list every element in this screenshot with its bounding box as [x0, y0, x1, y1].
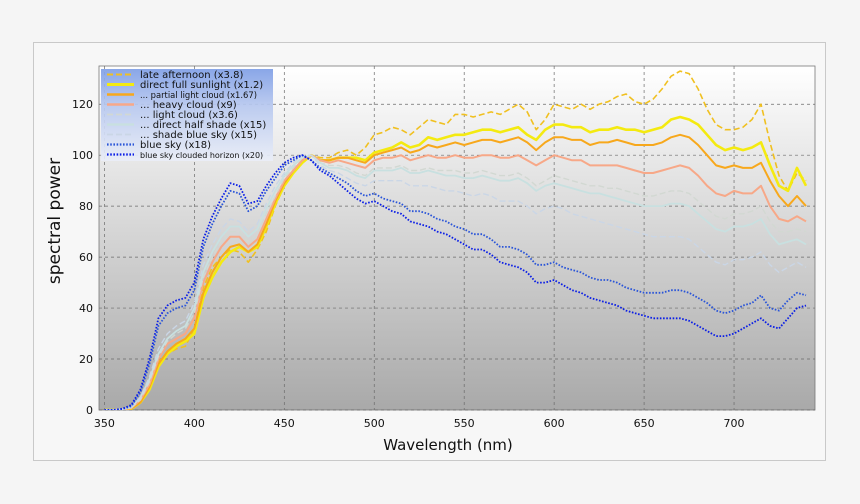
- legend-label: ... shade blue sky (x15): [140, 130, 257, 141]
- y-tick-label: 60: [79, 251, 93, 264]
- legend-label: blue sky (x18): [140, 140, 211, 151]
- series-line-2: [104, 133, 807, 410]
- y-tick-label: 20: [79, 353, 93, 366]
- y-tick-label: 100: [72, 149, 93, 162]
- x-tick-label: 500: [364, 417, 385, 430]
- y-tick-labels: 0 20 40 60 80 100 120: [72, 98, 93, 417]
- x-tick-label: 600: [544, 417, 565, 430]
- y-tick-label: 120: [72, 98, 93, 111]
- x-axis-label: Wavelength (nm): [383, 436, 513, 454]
- x-tick-label: 550: [454, 417, 475, 430]
- legend-label: direct full sunlight (x1.2): [140, 80, 263, 91]
- series-line-1: [104, 115, 808, 410]
- series-line-4: [104, 154, 807, 410]
- x-tick-label: 650: [634, 417, 655, 430]
- x-tick-labels: 350 400 450 500 550 600 650 700: [94, 417, 745, 430]
- series-line-5: [104, 154, 807, 410]
- series-line-6: [104, 154, 807, 410]
- y-axis-label: spectral power: [45, 158, 65, 284]
- legend-label: blue sky clouded horizon (x20): [140, 151, 263, 160]
- y-tick-label: 40: [79, 302, 93, 315]
- series-lines: [104, 70, 808, 410]
- series-line-8: [104, 154, 807, 410]
- legend-label: ... heavy cloud (x9): [140, 100, 237, 111]
- legend: late afternoon (x3.8)direct full sunligh…: [101, 69, 273, 161]
- x-tick-label: 450: [274, 417, 295, 430]
- x-tick-label: 700: [724, 417, 745, 430]
- x-tick-label: 350: [94, 417, 115, 430]
- legend-label: late afternoon (x3.8): [140, 70, 243, 81]
- y-tick-label: 0: [86, 404, 93, 417]
- series-line-3: [104, 154, 807, 410]
- grid-lines: [99, 66, 815, 411]
- legend-label: ... partial light cloud (x1.67): [140, 90, 257, 100]
- legend-label: ... direct half shade (x15): [140, 120, 266, 131]
- y-tick-label: 80: [79, 200, 93, 213]
- legend-label: ... light cloud (x3.6): [140, 110, 238, 121]
- x-tick-label: 400: [184, 417, 205, 430]
